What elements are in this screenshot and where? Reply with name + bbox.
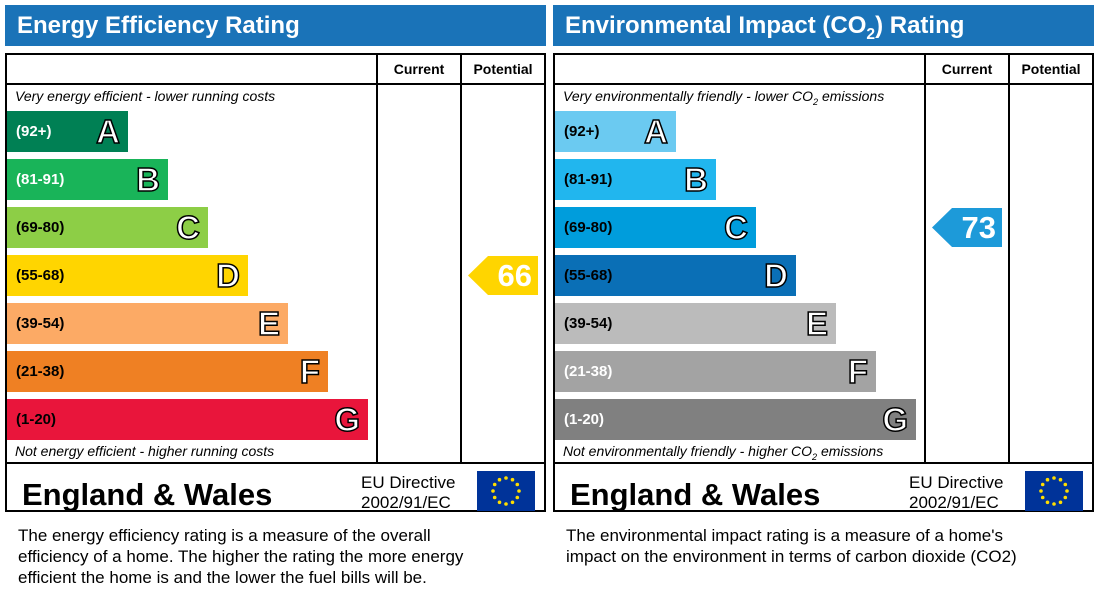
energy-band-letter: A xyxy=(95,112,120,151)
environment-band-letter: B xyxy=(683,160,708,199)
environment-band-range: (39-54) xyxy=(564,315,613,332)
environment-band-range: (21-38) xyxy=(564,363,613,380)
environment-directive: EU Directive 2002/91/EC xyxy=(909,473,1004,512)
energy-band-range: (39-54) xyxy=(16,315,65,332)
energy-current-header: Current xyxy=(393,61,445,77)
environment-band-letter: D xyxy=(763,256,788,295)
energy-band-letter: F xyxy=(299,352,321,391)
energy-footer-title: England & Wales xyxy=(22,477,273,512)
environment-band-d: (55-68) D xyxy=(555,255,796,296)
eu-flag-icon xyxy=(477,471,535,511)
energy-potential-header: Potential xyxy=(473,61,533,77)
environment-current-header: Current xyxy=(941,61,993,77)
energy-band-letter: E xyxy=(257,304,281,343)
energy-chart-box: Current Potential Very energy efficient … xyxy=(5,53,546,512)
environment-band-b: (81-91) B xyxy=(555,159,716,200)
environment-band-e: (39-54) E xyxy=(555,303,836,344)
environment-description: The environmental impact rating is a mea… xyxy=(566,526,1017,566)
energy-potential-arrow xyxy=(468,256,538,295)
environment-current-arrow xyxy=(932,208,1002,247)
energy-band-a: (92+) A xyxy=(7,111,128,152)
energy-band-letter: D xyxy=(215,256,240,295)
environment-chart-box: Current Potential Very environmentally f… xyxy=(553,53,1094,512)
environment-band-letter: C xyxy=(723,208,748,247)
energy-band-letter: G xyxy=(334,400,361,439)
energy-band-range: (92+) xyxy=(16,123,52,140)
energy-band-f: (21-38) F xyxy=(7,351,328,392)
energy-band-range: (1-20) xyxy=(16,411,57,428)
environment-band-letter: G xyxy=(882,400,909,439)
environment-potential-header: Potential xyxy=(1021,61,1081,77)
environment-current-rating-value: 73 xyxy=(961,210,996,245)
energy-band-g: (1-20) G xyxy=(7,399,368,440)
environment-band-range: (1-20) xyxy=(564,411,605,428)
environment-band-letter: E xyxy=(805,304,829,343)
energy-band-letter: C xyxy=(175,208,200,247)
eu-flag-icon xyxy=(1025,471,1083,511)
energy-top-note: Very energy efficient - lower running co… xyxy=(15,88,276,104)
energy-band-range: (81-91) xyxy=(16,171,65,188)
environment-current-rating-marker: 73 xyxy=(932,208,1002,247)
environment-title: Environmental Impact (CO2) Rating xyxy=(553,5,1094,46)
energy-description: The energy efficiency rating is a measur… xyxy=(18,526,464,587)
environment-band-range: (81-91) xyxy=(564,171,613,188)
environment-band-letter: A xyxy=(643,112,668,151)
environment-band-range: (55-68) xyxy=(564,267,613,284)
energy-band-range: (55-68) xyxy=(16,267,65,284)
energy-band-letter: B xyxy=(135,160,160,199)
environment-footer-title: England & Wales xyxy=(570,477,821,512)
energy-band-e: (39-54) E xyxy=(7,303,288,344)
energy-band-c: (69-80) C xyxy=(7,207,208,248)
energy-band-range: (69-80) xyxy=(16,219,65,236)
environment-band-c: (69-80) C xyxy=(555,207,756,248)
environment-band-a: (92+) A xyxy=(555,111,676,152)
energy-band-d: (55-68) D xyxy=(7,255,248,296)
energy-band-b: (81-91) B xyxy=(7,159,168,200)
environment-band-g: (1-20) G xyxy=(555,399,916,440)
environment-bottom-note: Not environmentally friendly - higher CO… xyxy=(563,443,884,462)
energy-bottom-note: Not energy efficient - higher running co… xyxy=(15,443,275,459)
environment-band-letter: F xyxy=(847,352,869,391)
energy-band-range: (21-38) xyxy=(16,363,65,380)
environment-top-note: Very environmentally friendly - lower CO… xyxy=(563,88,885,107)
energy-title: Energy Efficiency Rating xyxy=(5,5,546,46)
energy-potential-rating-value: 66 xyxy=(497,258,532,293)
energy-directive: EU Directive 2002/91/EC xyxy=(361,473,456,512)
environment-band-range: (92+) xyxy=(564,123,600,140)
energy-potential-rating-marker: 66 xyxy=(468,256,538,295)
environment-band-range: (69-80) xyxy=(564,219,613,236)
environment-band-f: (21-38) F xyxy=(555,351,876,392)
